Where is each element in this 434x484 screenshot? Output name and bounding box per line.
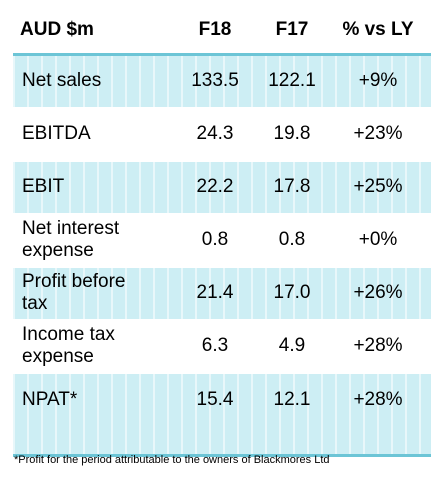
table-row-ebit: EBIT 22.2 17.8 +25%	[13, 160, 431, 214]
value-vs-ly: +25%	[353, 176, 403, 197]
footnote: *Profit for the period attributable to t…	[14, 454, 330, 466]
row-label-line2: tax	[22, 293, 48, 314]
table-row-npat: NPAT* 15.4 12.1 +28%	[13, 372, 431, 426]
header-currency-unit: AUD $m	[13, 7, 171, 56]
value-vs-ly: +26%	[353, 282, 403, 303]
value-f17: 19.8	[273, 123, 311, 144]
financial-summary-table: AUD $m F18 F17 % vs LY Net sales 133.5 1…	[13, 7, 431, 457]
value-f18: 24.3	[196, 123, 234, 144]
header-f18: F18	[171, 7, 259, 56]
table-row-net-sales: Net sales 133.5 122.1 +9%	[13, 54, 431, 108]
row-label: NPAT*	[13, 373, 171, 426]
value-vs-ly: +23%	[353, 123, 403, 144]
row-label: Net sales	[13, 55, 171, 108]
value-f18: 6.3	[201, 335, 229, 356]
value-f18: 21.4	[196, 282, 234, 303]
row-label: Profit before tax	[13, 267, 171, 320]
value-f18: 133.5	[191, 70, 239, 92]
value-vs-ly: +9%	[358, 70, 398, 92]
value-vs-ly: +28%	[353, 335, 403, 356]
value-f17: 4.9	[278, 335, 306, 356]
value-f17: 122.1	[268, 70, 316, 92]
table-row-income-tax-expense: Income tax expense 6.3 4.9 +28%	[13, 319, 431, 373]
value-f17: 17.0	[273, 282, 311, 303]
row-label: Income tax expense	[13, 320, 171, 373]
value-f17: 0.8	[278, 229, 306, 250]
row-label: EBITDA	[13, 108, 171, 161]
table-row-ebitda: EBITDA 24.3 19.8 +23%	[13, 107, 431, 161]
table-header-row: AUD $m F18 F17 % vs LY	[13, 7, 431, 56]
value-vs-ly: +28%	[353, 388, 403, 410]
header-f17: F17	[259, 7, 325, 56]
row-label-line1: EBIT	[22, 176, 65, 197]
header-vs-ly: % vs LY	[325, 7, 431, 56]
value-f18: 15.4	[196, 388, 234, 410]
value-vs-ly: +0%	[358, 229, 398, 250]
value-f18: 22.2	[196, 176, 234, 197]
table-row-profit-before-tax: Profit before tax 21.4 17.0 +26%	[13, 266, 431, 320]
row-label: EBIT	[13, 161, 171, 214]
table-bottom-band	[13, 425, 431, 456]
row-label-line1: NPAT*	[22, 388, 78, 410]
row-label-line2: expense	[22, 240, 94, 261]
value-f17: 12.1	[273, 388, 311, 410]
row-label-line1: Income tax	[22, 324, 115, 345]
bottom-band-cell	[13, 426, 431, 456]
row-label-line1: Net sales	[22, 70, 102, 92]
row-label-line1: Profit before	[22, 271, 126, 292]
value-f17: 17.8	[273, 176, 311, 197]
row-label-line1: Net interest	[22, 218, 120, 239]
table-row-net-interest-expense: Net interest expense 0.8 0.8 +0%	[13, 213, 431, 267]
value-f18: 0.8	[201, 229, 229, 250]
row-label-line2: expense	[22, 346, 94, 367]
row-label: Net interest expense	[13, 214, 171, 267]
row-label-line1: EBITDA	[22, 123, 91, 144]
